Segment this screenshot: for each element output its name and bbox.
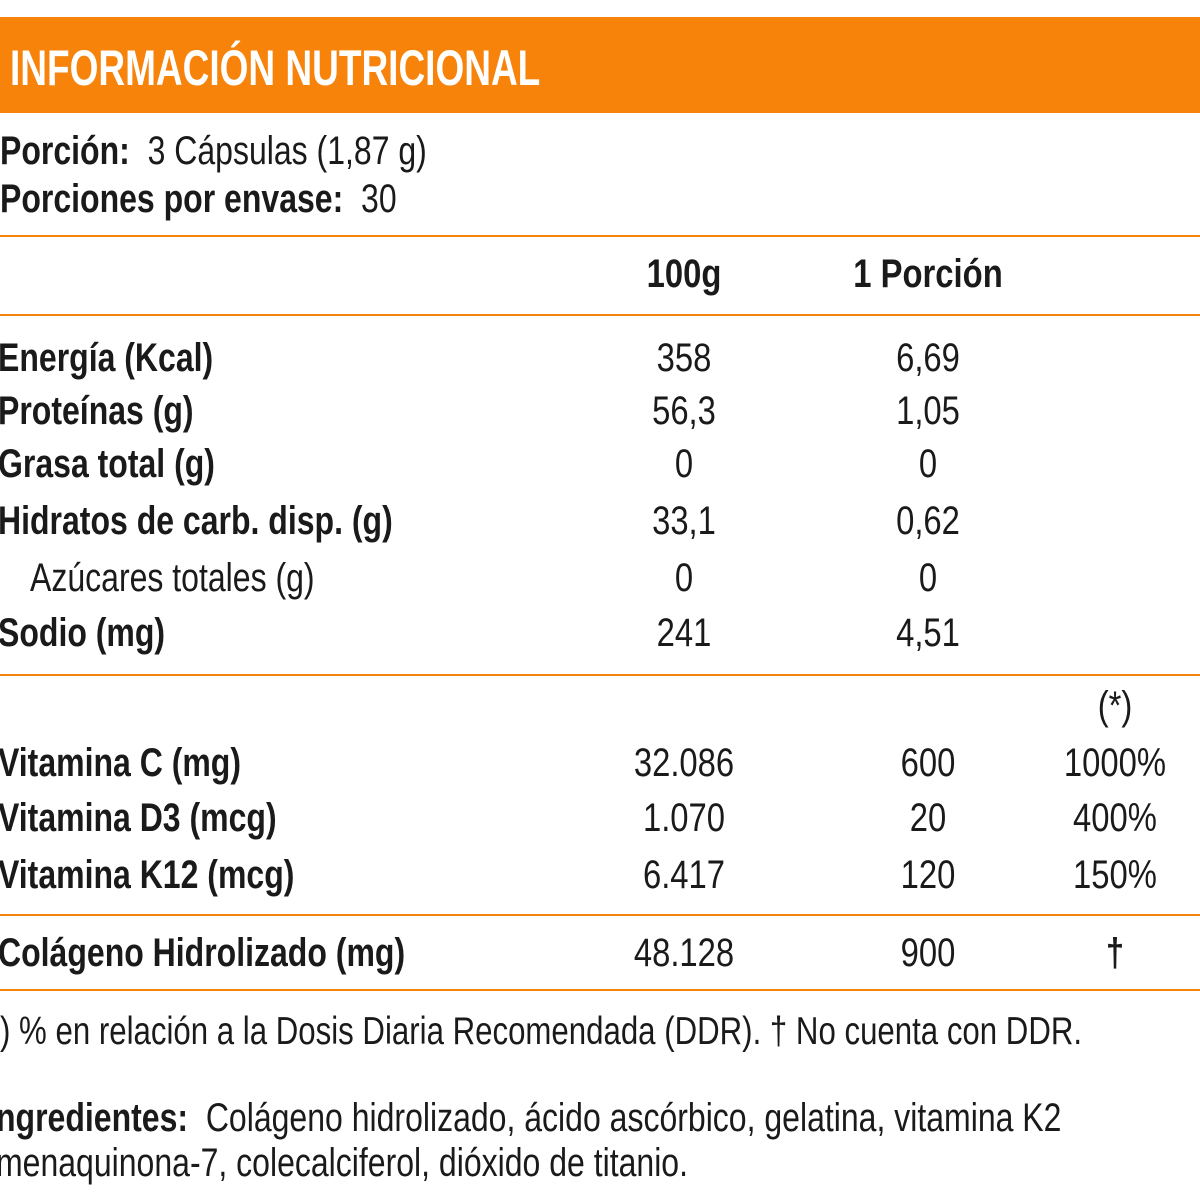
per-pack-value: 30 — [361, 177, 397, 221]
vitamin-label: Vitamina D3 (mcg) — [0, 796, 277, 840]
portion-value: 3 Cápsulas (1,87 g) — [147, 129, 427, 173]
header-portion: 1 Porción — [853, 252, 1003, 296]
value-portion: 600 — [900, 741, 956, 785]
divider — [0, 914, 1200, 916]
value-100g: 33,1 — [652, 499, 716, 543]
value-portion: 0 — [918, 556, 938, 600]
vitamin-row: Vitamina K12 (mcg) 6.417 120 150% — [0, 852, 1200, 898]
title-bar — [0, 17, 1200, 113]
dagger-icon: † — [1105, 931, 1125, 975]
value-ddr: 1000% — [1063, 741, 1167, 785]
divider — [0, 314, 1200, 316]
ingredients-text-2: menaquinona-7, colecalciferol, dióxido d… — [0, 1141, 688, 1185]
ingredients-text-1: Colágeno hidrolizado, ácido ascórbico, g… — [205, 1096, 1062, 1140]
value-100g: 358 — [656, 336, 712, 380]
per-pack-line: Porciones por envase: 30 — [0, 176, 397, 222]
nutrient-label: Sodio (mg) — [0, 611, 166, 655]
ingredients-line-1: ngredientes: Colágeno hidrolizado, ácido… — [0, 1095, 1061, 1141]
nutrient-row: Grasa total (g) 0 0 — [0, 441, 1200, 487]
nutrient-label: Azúcares totales (g) — [30, 556, 315, 600]
collagen-label: Colágeno Hidrolizado (mg) — [0, 931, 406, 975]
ddr-header: (*) — [0, 683, 1200, 729]
vitamin-label: Vitamina K12 (mcg) — [0, 853, 295, 897]
vitamin-row: Vitamina C (mg) 32.086 600 1000% — [0, 740, 1200, 786]
value-100g: 0 — [674, 442, 694, 486]
vitamin-label: Vitamina C (mg) — [0, 741, 241, 785]
value-portion: 900 — [900, 931, 956, 975]
value-portion: 0 — [918, 442, 938, 486]
nutrient-label: Grasa total (g) — [0, 442, 215, 486]
per-pack-label: Porciones por envase: — [0, 177, 344, 221]
nutrient-row: Azúcares totales (g) 0 0 — [0, 555, 1200, 601]
value-100g: 1.070 — [642, 796, 726, 840]
nutrient-row: Hidratos de carb. disp. (g) 33,1 0,62 — [0, 498, 1200, 544]
value-100g: 6.417 — [642, 853, 726, 897]
value-100g: 241 — [656, 611, 712, 655]
value-100g: 48.128 — [633, 931, 735, 975]
portion-line: Porción: 3 Cápsulas (1,87 g) — [0, 128, 427, 174]
value-portion: 0,62 — [896, 499, 960, 543]
value-ddr: 150% — [1073, 853, 1157, 897]
value-portion: 1,05 — [896, 389, 960, 433]
divider — [0, 674, 1200, 676]
value-100g: 56,3 — [652, 389, 716, 433]
nutrient-label: Proteínas (g) — [0, 389, 194, 433]
nutrient-row: Sodio (mg) 241 4,51 — [0, 610, 1200, 656]
column-headers: 100g 1 Porción — [0, 251, 1200, 297]
value-portion: 120 — [900, 853, 956, 897]
header-100g: 100g — [646, 252, 722, 296]
value-100g: 32.086 — [633, 741, 735, 785]
ingredients-label: ngredientes: — [0, 1096, 189, 1140]
nutrient-row: Energía (Kcal) 358 6,69 — [0, 335, 1200, 381]
ddr-column-header: (*) — [1097, 684, 1133, 728]
collagen-row: Colágeno Hidrolizado (mg) 48.128 900 † — [0, 930, 1200, 976]
footnote: ) % en relación a la Dosis Diaria Recome… — [0, 1010, 1083, 1053]
value-ddr: 400% — [1073, 796, 1157, 840]
vitamin-row: Vitamina D3 (mcg) 1.070 20 400% — [0, 795, 1200, 841]
divider — [0, 989, 1200, 991]
divider — [0, 235, 1200, 237]
value-portion: 20 — [909, 796, 947, 840]
nutrient-row: Proteínas (g) 56,3 1,05 — [0, 388, 1200, 434]
value-100g: 0 — [674, 556, 694, 600]
nutrient-label: Energía (Kcal) — [0, 336, 214, 380]
value-portion: 4,51 — [896, 611, 960, 655]
nutrient-label: Hidratos de carb. disp. (g) — [0, 499, 393, 543]
value-portion: 6,69 — [896, 336, 960, 380]
page-title: INFORMACIÓN NUTRICIONAL — [10, 40, 541, 96]
portion-label: Porción: — [0, 129, 130, 173]
